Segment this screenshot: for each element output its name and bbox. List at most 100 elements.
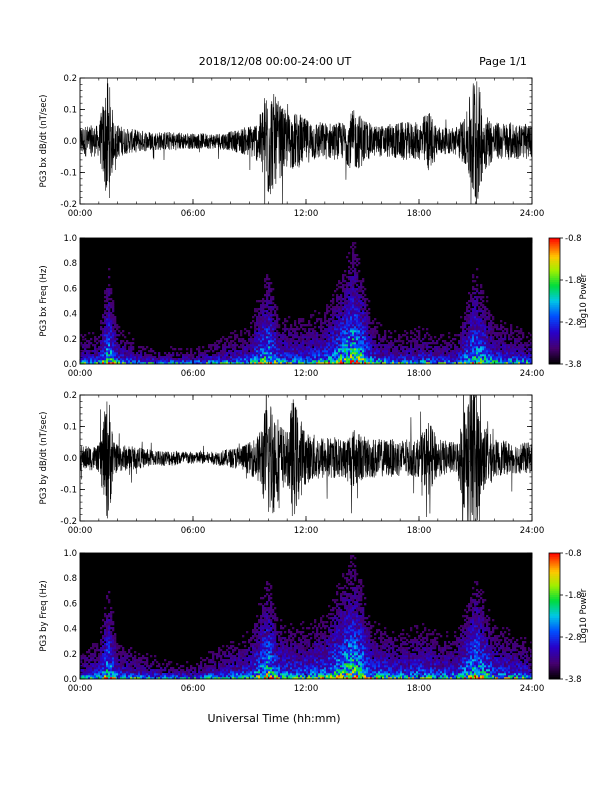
spectrogram-cell (120, 671, 123, 674)
spectrogram-cell (498, 346, 501, 349)
spectrogram-cell (332, 328, 335, 331)
spectrogram-cell (478, 334, 481, 337)
spectrogram-cell (338, 316, 341, 319)
spectrogram-cell (144, 677, 147, 680)
spectrogram-cell (250, 348, 253, 351)
spectrogram-cell (120, 342, 123, 345)
spectrogram-cell (86, 358, 89, 361)
spectrogram-cell (416, 330, 419, 333)
spectrogram-cell (244, 358, 247, 361)
spectrogram-cell (86, 354, 89, 357)
spectrogram-cell (482, 346, 485, 349)
spectrogram-cell (290, 326, 293, 329)
spectrogram-cell (200, 665, 203, 668)
spectrogram-cell (350, 296, 353, 299)
spectrogram-cell (94, 655, 97, 658)
spectrogram-cell (502, 362, 505, 365)
spectrogram-cell (360, 316, 363, 319)
spectrogram-cell (370, 350, 373, 353)
spectrogram-cell (266, 336, 269, 339)
spectrogram-cell (350, 344, 353, 347)
spectrogram-cell (258, 308, 261, 311)
spectrogram-cell (280, 342, 283, 345)
spectrogram-cell (174, 362, 177, 365)
spectrogram-cell (280, 358, 283, 361)
spectrogram-cell (474, 328, 477, 331)
spectrogram-cell (258, 322, 261, 325)
spectrogram-cell (456, 358, 459, 361)
colorbar-segment (549, 296, 560, 300)
spectrogram-cell (262, 354, 265, 357)
spectrogram-cell (378, 334, 381, 337)
spectrogram-cell (94, 338, 97, 341)
spectrogram-cell (154, 659, 157, 662)
spectrogram-cell (274, 334, 277, 337)
spectrogram-cell (280, 350, 283, 353)
spectrogram-cell (348, 276, 351, 279)
colorbar-segment (549, 244, 560, 247)
spectrogram-cell (496, 356, 499, 359)
spectrogram-cell (346, 352, 349, 355)
spectrogram-cell (80, 354, 83, 357)
spectrogram-cell (264, 360, 267, 363)
spectrogram-cell (510, 350, 513, 353)
spectrogram-cell (232, 344, 235, 347)
spectrogram-cell (112, 320, 115, 323)
spectrogram-cell (444, 342, 447, 345)
spectrogram-cell (486, 360, 489, 363)
spectrogram-cell (486, 336, 489, 339)
spectrogram-cell (524, 352, 527, 355)
spectrogram-cell (472, 328, 475, 331)
spectrogram-cell (354, 314, 357, 317)
spectrogram-cell (500, 342, 503, 345)
spectrogram-cell (272, 340, 275, 343)
spectrogram-cell (366, 322, 369, 325)
spectrogram-cell (460, 344, 463, 347)
spectrogram-cell (474, 354, 477, 357)
spectrogram-cell (146, 661, 149, 664)
spectrogram-cell (168, 669, 171, 672)
spectrogram-cell (316, 350, 319, 353)
spectrogram-cell (354, 288, 357, 291)
spectrogram-cell (324, 332, 327, 335)
spectrogram-cell (388, 346, 391, 349)
spectrogram-cell (104, 316, 107, 319)
spectrogram-cell (516, 352, 519, 355)
spectrogram-cell (356, 336, 359, 339)
spectrogram-cell (292, 328, 295, 331)
spectrogram-cell (418, 330, 421, 333)
spectrogram-cell (302, 334, 305, 337)
spectrogram-cell (524, 362, 527, 365)
spectrogram-cell (348, 282, 351, 285)
spectrogram-cell (384, 338, 387, 341)
spectrogram-cell (528, 354, 531, 357)
spectrogram-cell (344, 362, 347, 365)
spectrogram-cell (88, 659, 91, 662)
spectrogram-cell (354, 254, 357, 257)
spectrogram-cell (380, 352, 383, 355)
spectrogram-cell (294, 332, 297, 335)
spectrogram-cell (82, 673, 85, 676)
spectrogram-cell (460, 332, 463, 335)
spectrogram-cell (116, 350, 119, 353)
spectrogram-cell (234, 346, 237, 349)
spectrogram-cell (340, 336, 343, 339)
spectrogram-cell (328, 330, 331, 333)
spectrogram-cell (104, 362, 107, 365)
spectrogram-cell (124, 677, 127, 680)
spectrogram-cell (368, 322, 371, 325)
spectrogram-cell (332, 332, 335, 335)
spectrogram-cell (340, 342, 343, 345)
spectrogram-cell (292, 358, 295, 361)
spectrogram-cell (328, 320, 331, 323)
spectrogram-cell (356, 304, 359, 307)
spectrogram-cell (270, 298, 273, 301)
spectrogram-cell (442, 352, 445, 355)
spectrogram-cell (436, 354, 439, 357)
spectrogram-cell (136, 673, 139, 676)
spectrogram-cell (362, 356, 365, 359)
spectrogram-cell (178, 360, 181, 363)
spectrogram-cell (120, 667, 123, 670)
spectrogram-cell (506, 350, 509, 353)
